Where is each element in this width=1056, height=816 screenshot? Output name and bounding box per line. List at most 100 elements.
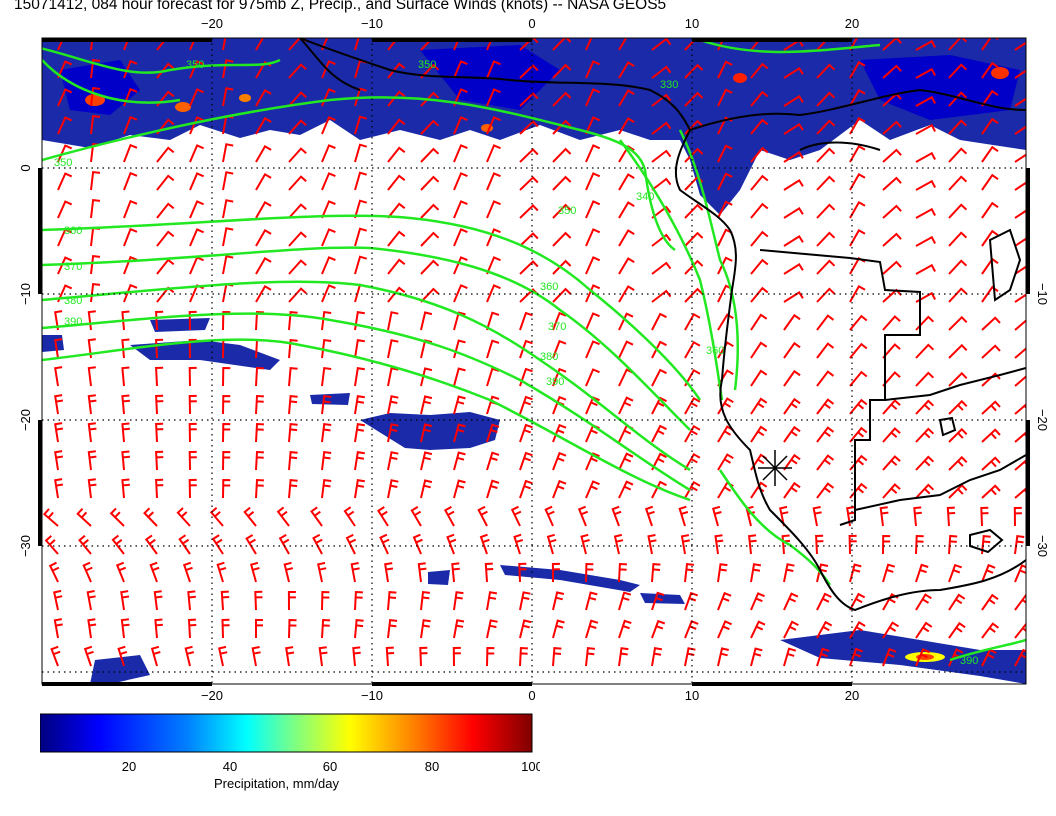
wind-barb [846,506,856,527]
wind-barb [453,479,466,499]
wind-barb [948,231,968,247]
wind-barb [618,312,634,331]
wind-barb [486,88,501,107]
wind-barb [255,89,272,107]
wind-barb [849,229,866,247]
wind-barb [552,311,567,331]
wind-barb [783,313,801,331]
wind-barb [54,450,64,471]
wind-barb [143,507,158,527]
wind-barb [783,369,801,387]
wind-barb [321,228,336,247]
wind-barb [816,287,836,303]
wind-barb [651,368,667,387]
wind-barb [816,259,836,275]
wind-barb [109,507,125,527]
wind-barb [354,87,367,107]
wind-barb [981,173,999,191]
wind-barb [981,428,1001,443]
wind-barb [420,311,433,331]
wind-barb [486,423,500,443]
wind-barb [783,481,801,499]
colorbar-tick: 100 [521,759,540,774]
wind-barb [651,424,667,443]
wind-barb [611,505,622,527]
wind-barb [815,534,824,555]
wind-barb [321,450,332,471]
wind-barb [849,342,868,359]
wind-barb [156,258,175,275]
wind-barb [519,232,539,247]
wind-barb [115,561,127,583]
wind-barb [420,451,433,471]
wind-barb [121,422,130,443]
wind-barb [552,63,572,79]
wind-barb [57,38,65,51]
wind-barb [53,618,63,639]
wind-barb [882,232,902,247]
wind-barb [90,58,101,79]
wind-barb [221,618,230,639]
wind-barb [176,507,191,527]
wind-barb [552,119,572,135]
wind-barb [121,338,130,359]
wind-barb [519,64,539,79]
wind-barb [684,368,701,387]
wind-barb [717,172,733,191]
wind-barb [189,60,204,79]
wind-barb [651,121,672,135]
wind-barb [750,369,768,387]
wind-barb [479,533,490,555]
wind-barb [387,479,399,499]
wind-barb [552,287,572,303]
wind-barb [453,284,468,303]
contour-labels: 350 360 370 380 390 360 370 380 390 340 … [54,59,978,667]
wind-barb [222,199,234,219]
wind-barb [420,119,440,135]
wind-barb [155,478,164,499]
wind-barb [717,200,733,219]
wind-barb [321,310,332,331]
wind-barb [585,562,594,583]
wind-barb [915,593,932,611]
colorbar-tick: 20 [122,759,136,774]
wind-barb [387,258,406,275]
wind-barb [585,88,601,107]
wind-barb [288,287,307,303]
wind-barb [484,562,494,583]
wind-barb [57,284,73,303]
wind-barb [321,38,329,51]
wind-barb [915,123,936,135]
wind-barb [288,339,298,359]
wind-barb [783,263,804,275]
wind-barb [849,38,865,51]
wind-barb [254,590,263,611]
wind-barb [76,508,92,527]
wind-barb [1014,459,1026,471]
wind-barb [54,478,64,499]
coastlines [299,38,1026,612]
wind-barb [317,561,327,583]
wind-barb [717,341,734,359]
wind-barb [882,204,902,219]
wind-barb [387,146,406,163]
wind-barb [123,143,138,163]
wind-barb [288,175,307,191]
wind-barb [1014,293,1026,303]
contour-label: 390 [64,316,82,328]
wind-barb [222,450,231,471]
wind-barb [1014,347,1026,359]
wind-barb [354,339,365,359]
wind-barb [544,505,555,527]
contour-label: 370 [64,261,82,273]
wind-barb [651,452,667,471]
wind-barb [618,173,635,191]
wind-barb [717,397,734,415]
wind-barb [78,534,92,555]
wind-barb [651,563,661,583]
wind-barb [321,60,336,79]
wind-barb [321,338,332,359]
wind-barb [585,340,600,359]
wind-barb [420,259,440,275]
wind-barb [816,426,835,443]
